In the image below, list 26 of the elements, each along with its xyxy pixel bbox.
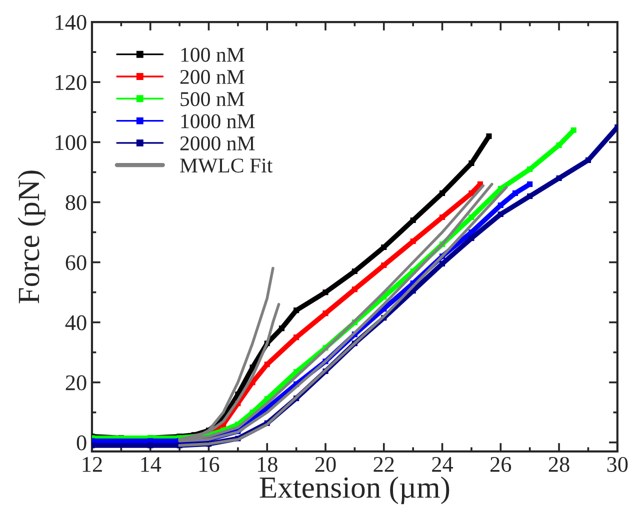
x-tick-label: 28	[548, 456, 570, 472]
legend-label: 200 nM	[180, 70, 244, 84]
x-tick-label: 18	[258, 456, 278, 472]
legend-label: 2000 nM	[180, 136, 255, 150]
legend-label: 1000 nM	[181, 114, 255, 128]
legend-label: MWLC Fit	[180, 158, 273, 173]
y-tick-label: 20	[66, 375, 86, 390]
x-tick-label: 26	[490, 457, 512, 472]
x-tick-label: 12	[82, 457, 102, 472]
x-tick-label: 14	[141, 457, 162, 472]
x-tick-label: 24	[432, 457, 454, 472]
legend-label: 500 nM	[180, 92, 244, 106]
y-axis-title: Force (pN)	[18, 170, 46, 304]
x-tick-label: 22	[374, 457, 394, 472]
y-tick-label: 120	[56, 75, 86, 90]
legend-label: 100 nM	[181, 48, 244, 62]
y-tick-label: 100	[56, 135, 86, 150]
y-tick-label: 140	[56, 14, 86, 30]
y-tick-label: 60	[66, 255, 86, 270]
x-axis-title: Extension (µm)	[260, 476, 450, 504]
x-tick-label: 20	[315, 456, 336, 472]
y-tick-label: 40	[65, 315, 86, 330]
x-tick-label: 16	[200, 457, 220, 472]
y-tick-label: 0	[76, 435, 86, 450]
y-tick-label: 80	[66, 195, 86, 210]
x-tick-label: 30	[607, 456, 628, 472]
